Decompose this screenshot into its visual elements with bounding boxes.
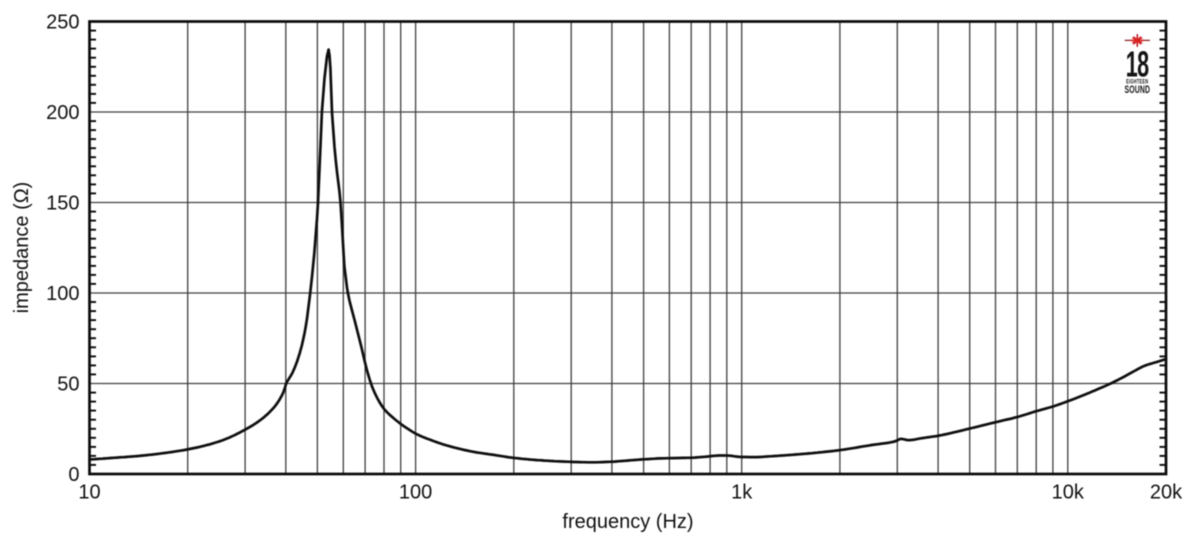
svg-text:10: 10	[78, 482, 100, 504]
svg-text:250: 250	[46, 12, 79, 34]
svg-text:EIGHTEEN: EIGHTEEN	[1126, 79, 1148, 86]
svg-text:frequency (Hz): frequency (Hz)	[562, 511, 693, 533]
svg-text:50: 50	[57, 374, 79, 396]
svg-text:0: 0	[68, 464, 79, 486]
svg-text:200: 200	[46, 102, 79, 124]
svg-text:20k: 20k	[1150, 482, 1183, 504]
svg-text:150: 150	[46, 193, 79, 215]
svg-text:1k: 1k	[731, 482, 753, 504]
svg-text:18: 18	[1126, 45, 1149, 85]
svg-text:SOUND: SOUND	[1125, 83, 1151, 95]
svg-text:100: 100	[46, 283, 79, 305]
svg-text:100: 100	[399, 482, 432, 504]
svg-text:10k: 10k	[1052, 482, 1085, 504]
svg-text:impedance (Ω): impedance (Ω)	[11, 182, 33, 314]
